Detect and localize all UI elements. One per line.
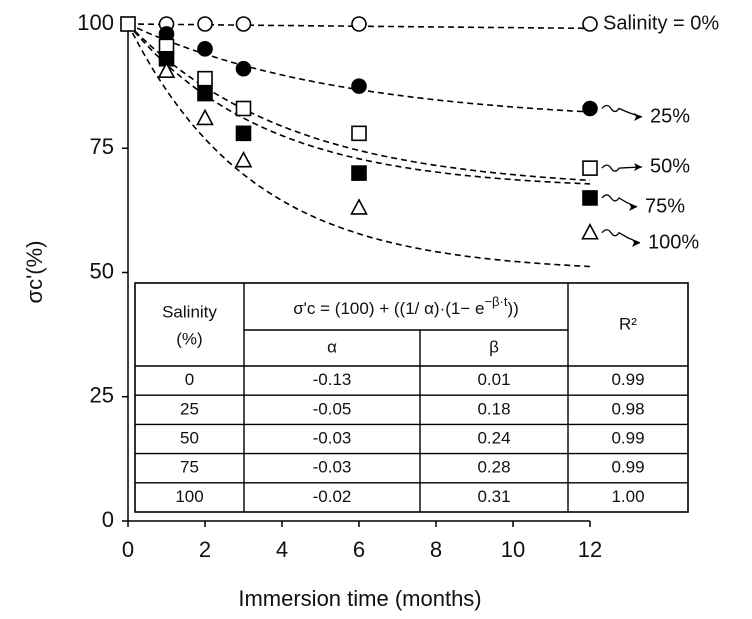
marker (351, 125, 367, 142)
marker (197, 41, 213, 57)
annotation-arrow (601, 194, 638, 208)
marker (197, 85, 213, 102)
marker (120, 16, 136, 32)
y-tick-label: 100 (77, 10, 114, 35)
arrow-head (634, 163, 642, 171)
marker (196, 108, 214, 126)
table-cell: 0 (185, 370, 194, 389)
marker (235, 60, 252, 77)
table-header: β (489, 337, 499, 356)
marker (582, 190, 598, 206)
y-tick-label: 0 (102, 507, 114, 532)
marker (351, 78, 367, 94)
table-cell: 25 (180, 399, 199, 418)
table-cell: 0.24 (477, 428, 510, 447)
y-axis-title: σc'(%) (22, 241, 47, 304)
table: Salinity (%) σ'c = (100) + ((1/ α)·(1− e−β… (134, 282, 689, 513)
table-header: Salinity (162, 302, 217, 321)
arrow-head (629, 203, 637, 211)
x-tick-label: 12 (578, 537, 602, 562)
table-cell: -0.05 (313, 399, 352, 418)
marker (197, 70, 213, 87)
marker (581, 223, 599, 240)
table-header: (%) (176, 329, 202, 348)
fit-curve (127, 23, 591, 182)
marker (235, 16, 252, 32)
table-cell: 50 (180, 428, 199, 447)
table-header: α (327, 337, 337, 356)
annotation-arrow (601, 104, 643, 118)
table-border (134, 282, 689, 513)
series-label: Salinity = 0% (603, 12, 719, 34)
table-cell: 0.01 (477, 370, 510, 389)
marker (582, 160, 598, 176)
formula: σ'c = (100) + ((1/ α)·(1− e−β·t)) (293, 294, 519, 318)
marker (157, 61, 176, 79)
table-cell: 0.99 (611, 428, 644, 447)
annotation-arrow (601, 164, 643, 172)
marker (235, 125, 252, 142)
table-cell: 0.99 (611, 458, 644, 477)
table-cell: 0.98 (611, 399, 644, 418)
marker (197, 16, 213, 32)
table-header: R² (619, 314, 637, 333)
marker (234, 150, 253, 168)
series-label: 75% (645, 195, 685, 217)
x-tick-label: 2 (199, 537, 211, 562)
table-cell: 0.28 (477, 458, 510, 477)
table-cell: -0.02 (313, 487, 352, 506)
x-tick-label: 8 (430, 537, 442, 562)
annotation-arrow (601, 229, 641, 244)
x-tick-label: 4 (276, 537, 288, 562)
table-cell: 1.00 (611, 487, 644, 506)
y-tick-label: 50 (90, 258, 114, 283)
formula-part: σ'c (293, 299, 316, 318)
arrow-head (634, 113, 642, 121)
marker (582, 16, 598, 32)
y-tick-label: 25 (90, 383, 114, 408)
table-cell: -0.03 (313, 458, 352, 477)
marker (582, 100, 598, 117)
series-label: 100% (648, 231, 699, 253)
x-tick-label: 6 (353, 537, 365, 562)
x-tick-label: 10 (501, 537, 525, 562)
marker (351, 165, 367, 181)
arrow-head (632, 239, 640, 247)
x-tick-label: 0 (122, 537, 134, 562)
fit-curve (127, 23, 591, 268)
formula-part: −β·t (484, 294, 507, 309)
formula-part: = (100) + ((1/ α)·(1− e (315, 299, 484, 318)
series-label: 25% (650, 105, 690, 127)
table-cell: 75 (180, 458, 199, 477)
x-axis-title: Immersion time (months) (238, 586, 481, 611)
table-cell: 0.31 (477, 487, 510, 506)
marker (350, 198, 368, 215)
marker (235, 100, 252, 117)
table-cell: 0.18 (477, 399, 510, 418)
table-cell: 0.99 (611, 370, 644, 389)
table-cell: -0.13 (313, 370, 352, 389)
formula-part: )) (507, 299, 518, 318)
marker (351, 16, 367, 32)
table-cell: 100 (175, 487, 203, 506)
table-cell: -0.03 (313, 428, 352, 447)
y-tick-label: 75 (90, 134, 114, 159)
series-label: 50% (650, 155, 690, 177)
